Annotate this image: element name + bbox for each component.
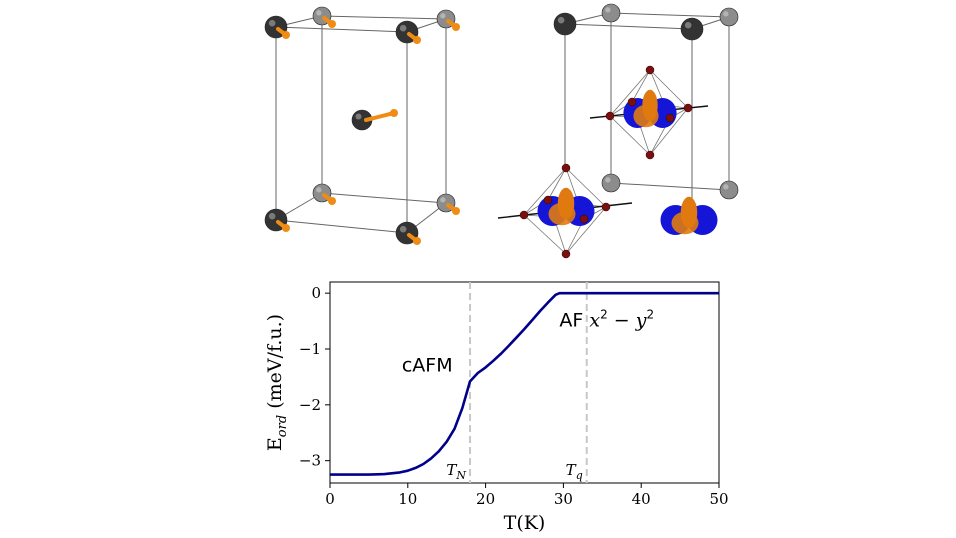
x-tick-label: 10 — [398, 490, 417, 508]
orbital-lobe-orange — [671, 211, 699, 235]
metal-atom — [553, 12, 577, 36]
orbital-lobe-orange — [548, 202, 576, 226]
y-axis-label: Eord (meV/f.u.) — [264, 314, 290, 451]
oxygen-atom — [543, 195, 553, 205]
oxygen-atom — [519, 210, 529, 220]
spin-arrow-head — [413, 237, 421, 245]
y-tick-label: −1 — [299, 340, 321, 358]
x-tick-label: 0 — [325, 490, 335, 508]
spin-arrow-head — [282, 224, 290, 232]
metal-atom-highlight — [316, 187, 322, 193]
x-tick-label: 50 — [709, 490, 728, 508]
metal-atom — [601, 173, 621, 193]
metal-atom-highlight — [316, 10, 322, 16]
crystal-cell-spins-icon — [264, 6, 460, 245]
metal-atom-highlight — [723, 11, 729, 17]
metal-atom — [680, 17, 704, 41]
spin-arrow-head — [413, 36, 421, 44]
orbital-lobe-orange — [633, 104, 659, 128]
y-tick-label: −3 — [299, 452, 321, 470]
metal-atom-highlight — [399, 225, 407, 233]
metal-atom-highlight — [605, 7, 611, 13]
metal-atom-highlight — [684, 21, 692, 29]
spin-arrow-head — [328, 197, 336, 205]
metal-atom-highlight — [399, 24, 407, 32]
metal-atom-highlight — [557, 16, 565, 24]
metal-atom-highlight — [268, 212, 276, 220]
oxygen-atom — [665, 113, 675, 123]
spin-arrow-head — [452, 23, 460, 31]
metal-atom — [601, 3, 621, 23]
oxygen-atom — [579, 214, 589, 224]
metal-atom-highlight — [440, 13, 446, 19]
plot-frame — [329, 281, 720, 484]
transition-marker-label: Tq — [566, 461, 583, 482]
annotation-af-orbital: AF x2 − y2 — [559, 308, 654, 332]
oxygen-atom — [645, 65, 655, 75]
x-axis-label: T(K) — [504, 512, 546, 534]
oxygen-atom — [683, 103, 693, 113]
metal-atom-highlight — [605, 177, 611, 183]
spin-arrow-head — [282, 31, 290, 39]
spin-arrow — [364, 111, 396, 122]
metal-atom-highlight — [440, 197, 446, 203]
metal-atom-highlight — [723, 184, 729, 190]
oxygen-atom — [645, 150, 655, 160]
metal-atom — [719, 180, 739, 200]
center-atom-highlight — [355, 113, 362, 120]
crystal-cell-orbitals-icon — [497, 3, 739, 259]
metal-atom — [719, 7, 739, 27]
oxygen-atom — [561, 249, 571, 259]
oxygen-atom — [605, 111, 615, 121]
oxygen-atom — [627, 97, 637, 107]
oxygen-atom — [561, 163, 571, 173]
spin-arrow-head — [328, 20, 336, 28]
metal-atom-highlight — [268, 19, 276, 27]
annotation-cafm: cAFM — [402, 354, 453, 376]
x-tick-label: 20 — [476, 490, 495, 508]
oxygen-atom — [601, 202, 611, 212]
transition-marker-label: TN — [446, 461, 466, 482]
series-line — [330, 291, 719, 476]
y-tick-label: −2 — [299, 396, 321, 414]
x-tick-label: 40 — [632, 490, 651, 508]
spin-arrow-head — [452, 207, 460, 215]
y-tick-label: 0 — [311, 284, 321, 302]
spin-arrow-head — [390, 109, 398, 117]
x-tick-label: 30 — [554, 490, 573, 508]
